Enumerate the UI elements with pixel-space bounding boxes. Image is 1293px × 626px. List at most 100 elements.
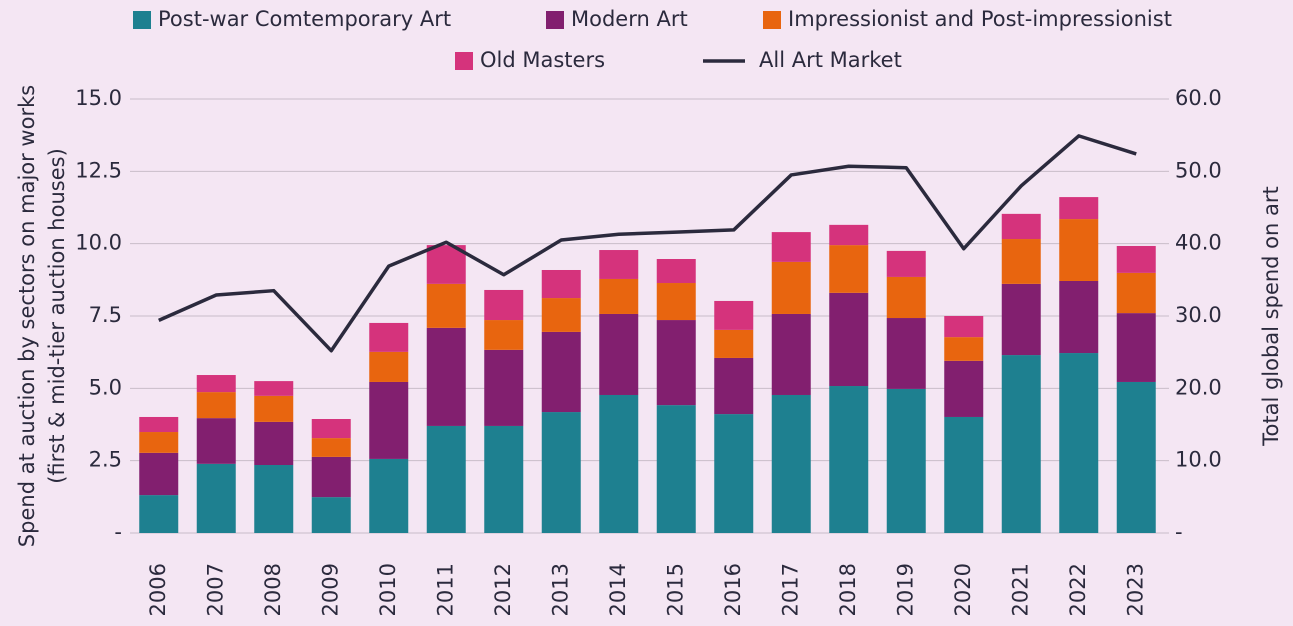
y-tick-label: 12.5 xyxy=(75,158,122,182)
y-tick-label: 5.0 xyxy=(89,375,122,399)
x-tick-label: 2011 xyxy=(433,563,457,616)
bar-segment xyxy=(484,289,524,321)
legend-label: Impressionist and Post-impressionist xyxy=(788,7,1172,31)
bar-segment xyxy=(426,283,466,328)
x-tick-label: 2012 xyxy=(491,563,515,616)
y-tick-label: - xyxy=(114,520,122,544)
bar-segment xyxy=(139,432,179,453)
y-tick-label: 7.5 xyxy=(89,303,122,327)
bar-segment xyxy=(311,438,351,457)
bar-segment xyxy=(714,329,754,358)
y2-tick-label: 40.0 xyxy=(1175,231,1222,255)
bar-segment xyxy=(944,360,984,417)
bar-segment xyxy=(139,416,179,433)
bar-segment xyxy=(311,456,351,498)
y2-tick-label: 60.0 xyxy=(1175,86,1222,110)
legend-label: Modern Art xyxy=(571,7,688,31)
bar-segment xyxy=(714,414,754,533)
x-tick-label: 2015 xyxy=(663,563,687,616)
y-tick-label: 2.5 xyxy=(89,448,122,472)
y2-tick-label: 50.0 xyxy=(1175,158,1222,182)
y-tick-label: 10.0 xyxy=(75,231,122,255)
x-tick-label: 2023 xyxy=(1123,563,1147,616)
bar-segment xyxy=(139,495,179,533)
x-tick-label: 2016 xyxy=(721,563,745,616)
x-tick-label: 2009 xyxy=(318,563,342,616)
bar-segment xyxy=(944,316,984,338)
bar-segment xyxy=(886,250,926,277)
legend-label: All Art Market xyxy=(759,48,902,72)
bar-segment xyxy=(1001,355,1041,533)
bar-segment xyxy=(656,405,696,533)
bar-segment xyxy=(254,421,294,466)
x-tick-label: 2010 xyxy=(376,563,400,616)
bar-segment xyxy=(1059,197,1099,220)
bar-segment xyxy=(196,392,236,419)
x-tick-label: 2019 xyxy=(893,563,917,616)
bar-segment xyxy=(426,425,466,533)
x-tick-label: 2018 xyxy=(836,563,860,616)
x-tick-label: 2014 xyxy=(606,563,630,616)
bar-segment xyxy=(599,278,639,314)
legend-swatch xyxy=(546,11,564,29)
y-axis-label: (first & mid-tier auction houses) xyxy=(45,148,69,484)
y2-tick-label: 20.0 xyxy=(1175,375,1222,399)
bar-segment xyxy=(886,276,926,319)
legend-label: Old Masters xyxy=(480,48,605,72)
bar-segment xyxy=(771,394,811,533)
bar-segment xyxy=(311,497,351,533)
bar-segment xyxy=(599,394,639,533)
bar-segment xyxy=(196,418,236,464)
bar-segment xyxy=(369,322,409,352)
bar-segment xyxy=(1116,245,1156,273)
bar-segment xyxy=(829,224,869,246)
bar-segment xyxy=(484,425,524,533)
y2-tick-label: 30.0 xyxy=(1175,303,1222,327)
bar-segment xyxy=(254,381,294,396)
y2-tick-label: 10.0 xyxy=(1175,448,1222,472)
bar-segment xyxy=(656,283,696,321)
line-series xyxy=(158,134,1137,353)
bar-segment xyxy=(886,388,926,533)
bar-segment xyxy=(196,375,236,393)
x-tick-label: 2006 xyxy=(146,563,170,616)
bar-segment xyxy=(1059,280,1099,354)
bar-segment xyxy=(599,313,639,395)
x-tick-label: 2021 xyxy=(1008,563,1032,616)
bar-segment xyxy=(139,452,179,496)
bar-segment xyxy=(714,357,754,415)
bar-segment xyxy=(254,395,294,422)
bar-segment xyxy=(656,259,696,284)
bar-segment xyxy=(426,327,466,426)
bar-segment xyxy=(714,300,754,330)
bar-segment xyxy=(771,261,811,314)
bar-segment xyxy=(541,298,581,332)
legend-label: Post-war Comtemporary Art xyxy=(158,7,451,31)
bar-segment xyxy=(541,331,581,413)
x-tick-label: 2008 xyxy=(261,563,285,616)
bar-segment xyxy=(829,292,869,387)
x-tick-label: 2022 xyxy=(1066,563,1090,616)
legend-swatch xyxy=(763,11,781,29)
bar-segment xyxy=(771,313,811,395)
bar-segment xyxy=(1001,239,1041,284)
bar-segment xyxy=(541,269,581,299)
bar-segment xyxy=(1001,283,1041,356)
bar-segment xyxy=(369,381,409,459)
bar-segment xyxy=(886,318,926,389)
bar-segment xyxy=(829,245,869,293)
y-tick-label: 15.0 xyxy=(75,86,122,110)
x-tick-label: 2017 xyxy=(778,563,802,616)
bar-segment xyxy=(1001,213,1041,240)
bar-segment xyxy=(254,465,294,533)
bar-segment xyxy=(1059,353,1099,533)
bar-segment xyxy=(311,419,351,439)
bar-segment xyxy=(484,320,524,350)
y2-tick-label: - xyxy=(1175,520,1183,544)
bar-segment xyxy=(656,320,696,406)
bar-segment xyxy=(1116,313,1156,382)
bar-segment xyxy=(484,349,524,426)
bar-segment xyxy=(1116,381,1156,533)
y-axis-label: Spend at auction by sectors on major wor… xyxy=(15,85,39,547)
bar-segment xyxy=(829,386,869,533)
